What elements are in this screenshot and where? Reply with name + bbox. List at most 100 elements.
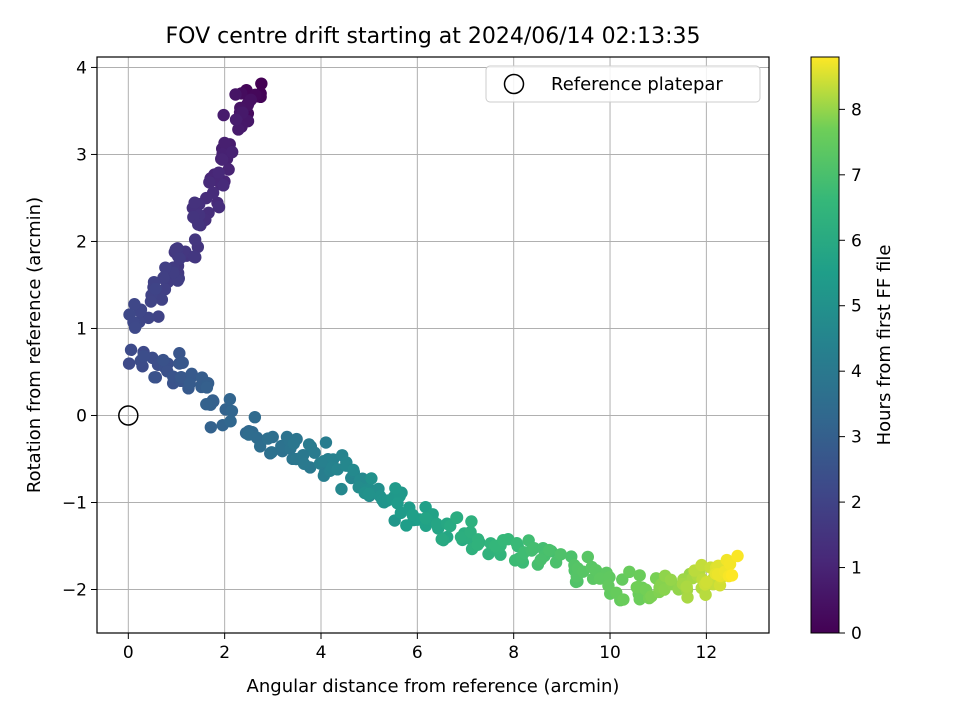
data-point (229, 88, 242, 101)
y-tick-label: −1 (62, 493, 87, 513)
data-point (527, 541, 541, 555)
data-point (225, 404, 239, 418)
x-tick-label: 4 (316, 643, 327, 663)
data-point (261, 432, 275, 445)
data-point (297, 457, 311, 470)
data-point (317, 455, 330, 468)
data-point (664, 573, 678, 586)
data-point (699, 588, 712, 601)
reference-platepar-marker (118, 405, 139, 426)
data-point (391, 497, 404, 510)
data-point (430, 517, 444, 531)
data-point (308, 446, 321, 459)
data-point (218, 136, 231, 150)
data-point (173, 347, 186, 360)
colorbar-tick-label: 8 (851, 100, 862, 120)
data-point (554, 548, 567, 561)
y-tick-label: 3 (76, 145, 87, 165)
data-point (232, 123, 245, 136)
data-point (534, 553, 548, 566)
y-tick-label: 4 (76, 58, 87, 78)
data-point (222, 163, 235, 176)
data-point (152, 310, 165, 323)
data-point (183, 377, 196, 390)
data-point (148, 371, 161, 384)
data-point (216, 153, 229, 166)
data-point (419, 512, 432, 525)
x-tick-label: 10 (599, 643, 621, 663)
data-point (435, 533, 448, 546)
x-tick-label: 12 (696, 643, 718, 663)
data-point (465, 515, 478, 528)
legend-label: Reference platepar (551, 74, 723, 95)
data-point (144, 295, 158, 308)
data-point (253, 440, 267, 453)
data-point (149, 282, 162, 295)
data-point (128, 321, 142, 334)
data-point (362, 487, 376, 501)
data-point (174, 371, 188, 384)
colorbar-tick-label: 1 (851, 559, 862, 579)
y-tick-label: 0 (76, 406, 87, 426)
data-point (681, 591, 694, 604)
data-point (188, 196, 201, 209)
data-point (137, 349, 150, 363)
colorbar-tick-label: 4 (851, 362, 862, 382)
data-point (633, 593, 646, 606)
colorbar-tick-label: 3 (851, 428, 862, 448)
data-point (155, 293, 169, 306)
colorbar-tick-label: 5 (851, 297, 862, 317)
data-point (731, 549, 744, 563)
data-point (248, 410, 262, 424)
x-tick-label: 2 (219, 643, 230, 663)
data-point (217, 108, 230, 122)
data-point (176, 356, 189, 370)
data-points (122, 77, 744, 607)
data-point (156, 353, 170, 367)
data-point (128, 298, 141, 311)
data-point (187, 250, 201, 263)
colorbar-tick-label: 7 (851, 166, 862, 186)
data-point (224, 415, 237, 428)
data-point (200, 381, 214, 394)
grid-lines (97, 57, 769, 633)
data-point (335, 482, 348, 496)
data-point (680, 580, 693, 593)
colorbar-tick-label: 6 (851, 231, 862, 251)
data-point (192, 218, 205, 231)
data-point (188, 233, 202, 246)
data-point (593, 572, 607, 585)
data-point (159, 261, 172, 274)
y-tick-label: 2 (76, 232, 87, 252)
data-point (212, 200, 226, 214)
legend-box (485, 65, 761, 103)
colorbar-label: Hours from first FF file (874, 245, 895, 446)
data-point (157, 271, 170, 284)
y-tick-label: −2 (62, 580, 87, 600)
legend: Reference platepar (485, 65, 761, 103)
data-point (389, 482, 402, 495)
data-point (217, 179, 230, 192)
plot-frame (96, 56, 770, 634)
data-point (203, 176, 216, 189)
colorbar-tick-label: 2 (851, 493, 862, 513)
data-point (633, 569, 646, 582)
x-tick-label: 0 (123, 643, 134, 663)
colorbar: 0 1 2 3 4 5 6 7 8 Hours from first FF file (810, 56, 895, 644)
data-point (173, 252, 186, 265)
x-axis-ticks: 0 2 4 6 8 10 12 (123, 633, 717, 663)
data-point (450, 511, 464, 524)
chart-title: FOV centre drift starting at 2024/06/14 … (166, 24, 701, 49)
x-tick-label: 8 (508, 643, 519, 663)
data-point (169, 243, 182, 256)
data-point (229, 113, 243, 126)
y-axis-ticks: −2 −1 0 1 2 3 4 (62, 58, 97, 600)
data-point (700, 575, 713, 589)
data-point (454, 530, 468, 544)
data-point (617, 593, 630, 606)
data-point (406, 508, 419, 522)
legend-marker (503, 73, 525, 95)
data-point (319, 436, 333, 449)
data-point (122, 357, 136, 370)
